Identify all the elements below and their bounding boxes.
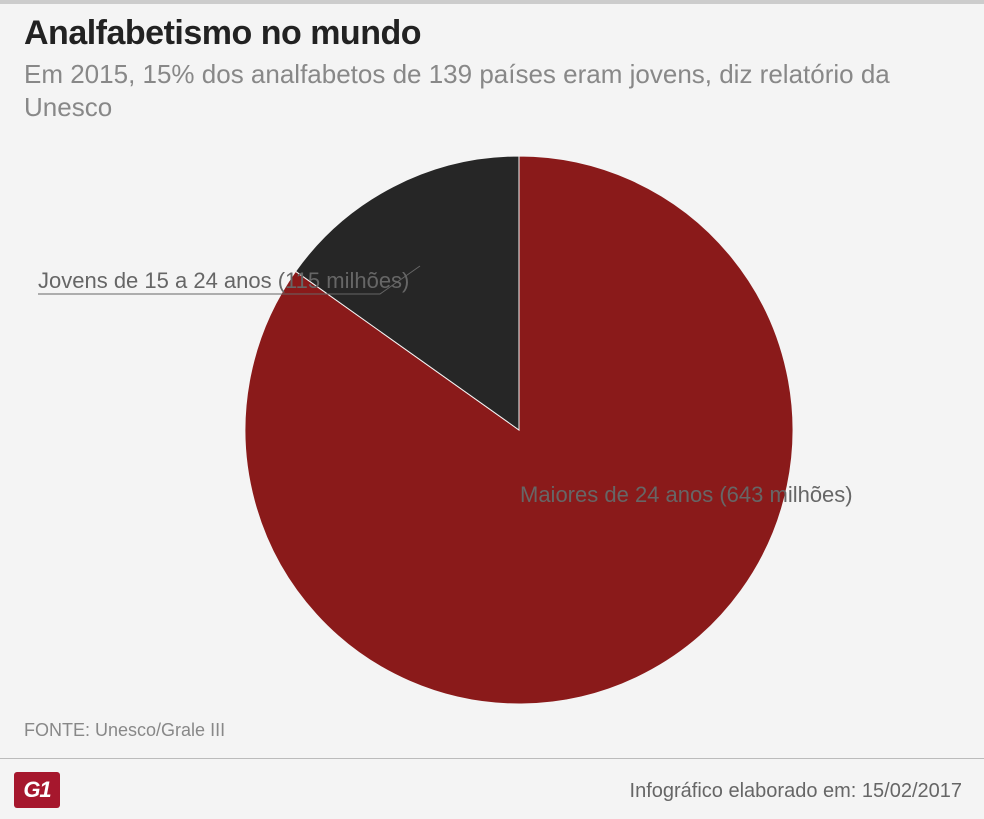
chart-title: Analfabetismo no mundo bbox=[24, 14, 421, 53]
source-text: Unesco/Grale III bbox=[95, 720, 225, 740]
chart-subtitle: Em 2015, 15% dos analfabetos de 139 país… bbox=[24, 58, 944, 123]
credit-text: Infográfico elaborado em: 15/02/2017 bbox=[630, 780, 962, 803]
pie-slice-maiores bbox=[245, 156, 793, 704]
source-line: FONTE: Unesco/Grale III bbox=[24, 720, 225, 741]
slice-label-maiores: Maiores de 24 anos (643 milhões) bbox=[520, 482, 853, 507]
top-divider bbox=[0, 0, 984, 4]
bottom-divider bbox=[0, 758, 984, 759]
source-label: FONTE: bbox=[24, 720, 90, 740]
infographic-container: Analfabetismo no mundo Em 2015, 15% dos … bbox=[0, 0, 984, 819]
pie-slice-jovens bbox=[296, 156, 519, 430]
brand-logo: G1 bbox=[14, 772, 60, 808]
leader-line bbox=[38, 266, 420, 294]
slice-label-jovens: Jovens de 15 a 24 anos (115 milhões) bbox=[38, 268, 409, 293]
